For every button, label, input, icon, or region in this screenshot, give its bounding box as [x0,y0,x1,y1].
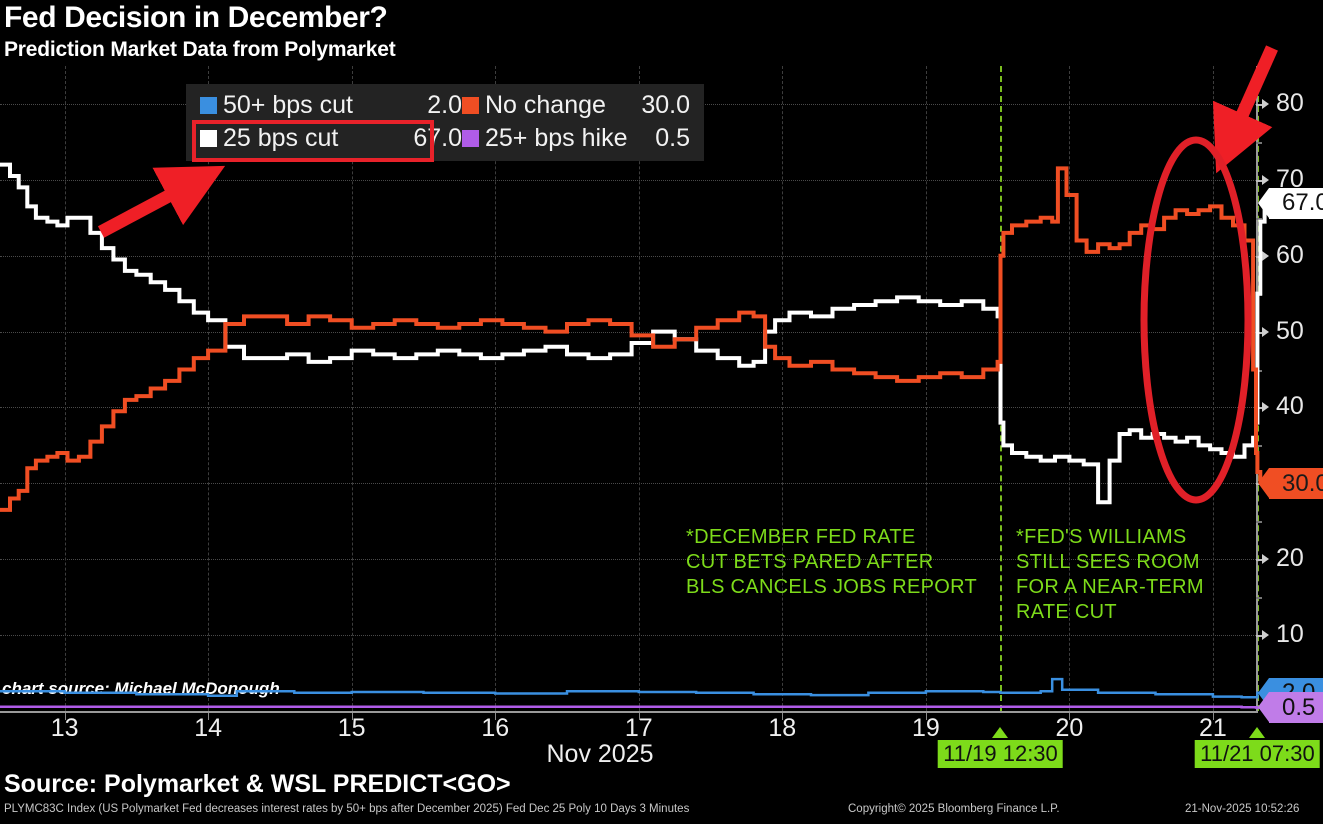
legend-swatch-white [200,130,217,147]
legend-swatch-orange [462,97,479,114]
axis-value-flag: 0.5 [1258,692,1323,724]
legend-row-2: 25 bps cut 67.0 25+ bps hike 0.5 [200,124,690,153]
legend-row-1: 50+ bps cut 2.0 No change 30.0 [200,91,690,120]
footer-center: Copyright© 2025 Bloomberg Finance L.P. [848,803,1060,815]
legend-value-25-bps-hike: 0.5 [655,124,690,152]
legend-item-no-change[interactable]: No change 30.0 [462,91,690,120]
legend-label-25-bps-hike: 25+ bps hike [485,124,628,152]
y-tick-minor [1256,369,1262,372]
event-caret-icon [1249,727,1266,738]
y-axis-label: 80 [1276,88,1304,117]
gridline-horizontal [0,407,1256,409]
legend-label-25-bps-cut: 25 bps cut [223,124,339,152]
legend-item-50-bps-cut[interactable]: 50+ bps cut 2.0 [200,91,462,120]
y-tick-arrow-icon [1262,554,1269,565]
x-tick [925,713,927,720]
gridline-vertical [208,66,210,711]
y-axis-label: 20 [1276,544,1304,573]
y-tick-minor [1256,141,1262,144]
y-tick-minor [1256,293,1262,296]
gridline-vertical [925,66,927,711]
x-tick [495,713,497,720]
x-axis-line [0,711,1258,713]
axis-value-flag: 67.0 [1258,187,1323,219]
axis-value-flag: 30.0 [1258,468,1323,500]
legend-value-no-change: 30.0 [641,91,690,119]
y-tick-arrow-icon [1262,174,1269,185]
gridline-horizontal [0,559,1256,561]
gridline-vertical [782,66,784,711]
y-axis-label: 40 [1276,392,1304,421]
chart-source-note: chart source: Michael McDonough [2,679,280,698]
y-tick-arrow-icon [1262,630,1269,641]
gridline-vertical [1212,66,1214,711]
event-caret-icon [992,727,1009,738]
gridline-horizontal [0,635,1256,637]
gridline-vertical [351,66,353,711]
y-tick-minor [1256,521,1262,524]
page-subtitle: Prediction Market Data from Polymarket [4,38,396,61]
x-tick [638,713,640,720]
y-tick-arrow-icon [1262,326,1269,337]
page-title: Fed Decision in December? [4,1,388,34]
y-axis-line [1256,66,1258,711]
footer-left: PLYMC83C Index (US Polymarket Fed decrea… [4,803,690,815]
y-tick [1256,635,1265,638]
gridline-vertical [495,66,497,711]
footer-right: 21-Nov-2025 10:52:26 [1185,803,1300,815]
axis-flag-value: 30.0 [1282,469,1323,497]
y-axis-label: 60 [1276,240,1304,269]
gridline-vertical [638,66,640,711]
y-tick [1256,559,1265,562]
y-tick-arrow-icon [1262,402,1269,413]
source-line: Source: Polymarket & WSL PREDICT<GO> [4,770,511,798]
y-axis-label: 50 [1276,316,1304,345]
gridline-horizontal [0,331,1256,333]
legend-label-no-change: No change [485,91,606,119]
legend-value-50-bps-cut: 2.0 [427,91,462,119]
legend-item-25-bps-cut[interactable]: 25 bps cut 67.0 [200,124,462,153]
axis-flag-value: 0.5 [1282,693,1316,721]
x-tick [1212,713,1214,720]
y-tick-minor [1256,597,1262,600]
y-axis-label: 10 [1276,620,1304,649]
legend-label-50-bps-cut: 50+ bps cut [223,91,353,119]
legend-swatch-blue [200,97,217,114]
legend-item-25-bps-hike[interactable]: 25+ bps hike 0.5 [462,124,690,153]
gridline-vertical [64,66,66,711]
event-time-label: 11/19 12:30 [938,740,1063,768]
legend-swatch-purple [462,130,479,147]
x-axis-month-label: Nov 2025 [546,740,654,768]
y-tick-minor [1256,445,1262,448]
event-line [1000,66,1003,711]
y-axis-label: 70 [1276,164,1304,193]
annotation-fed-williams: *FED'S WILLIAMS STILL SEES ROOM FOR A NE… [1016,526,1204,623]
x-tick [64,713,66,720]
legend-highlight-box [192,120,434,162]
gridline-horizontal [0,255,1256,257]
gridline-horizontal [0,483,1256,485]
annotation-december-fed-rate: *DECEMBER FED RATE CUT BETS PARED AFTER … [686,526,978,598]
x-tick [782,713,784,720]
gridline-horizontal [0,179,1256,181]
axis-flag-value: 67.0 [1282,189,1323,217]
x-tick [351,713,353,720]
y-tick-minor [1256,217,1262,220]
legend-value-25-bps-cut: 67.0 [413,124,462,152]
x-tick [1069,713,1071,720]
x-tick [208,713,210,720]
event-time-label: 11/21 07:30 [1195,740,1320,768]
y-tick-arrow-icon [1262,98,1269,109]
y-tick-arrow-icon [1262,250,1269,261]
